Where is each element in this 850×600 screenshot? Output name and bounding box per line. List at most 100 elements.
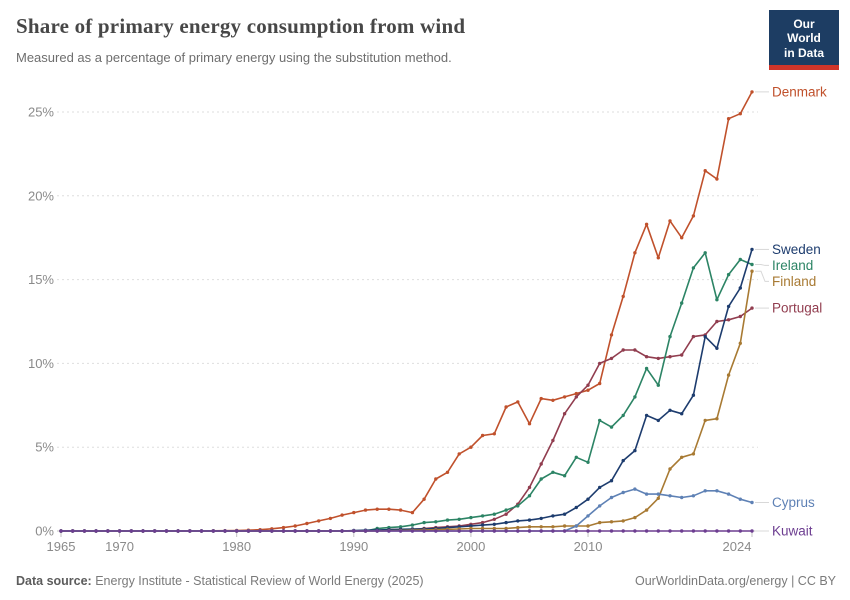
data-point[interactable] [680,353,684,357]
data-point[interactable] [621,294,625,299]
data-point[interactable] [270,529,274,533]
data-point[interactable] [633,395,637,399]
data-point[interactable] [469,526,473,531]
data-point[interactable] [680,455,684,459]
data-point[interactable] [691,452,696,456]
data-point[interactable] [410,529,415,533]
data-point[interactable] [738,341,742,345]
data-point[interactable] [129,529,133,533]
data-point[interactable] [562,529,567,533]
series-label-denmark[interactable]: Denmark [772,84,827,99]
data-point[interactable] [281,525,286,530]
data-point[interactable] [539,516,543,521]
data-point[interactable] [363,529,368,533]
data-point[interactable] [527,518,532,522]
data-point[interactable] [434,477,438,481]
data-point[interactable] [422,529,426,533]
data-point[interactable] [668,529,672,533]
data-point[interactable] [691,494,696,498]
data-point[interactable] [504,405,508,409]
data-point[interactable] [586,460,590,464]
series-label-kuwait[interactable]: Kuwait [772,524,813,539]
data-point[interactable] [668,408,672,412]
data-point[interactable] [609,425,614,429]
data-point[interactable] [633,515,637,520]
data-point[interactable] [738,497,742,501]
data-point[interactable] [715,319,719,324]
data-point[interactable] [375,529,379,533]
data-point[interactable] [375,507,379,511]
data-point[interactable] [750,269,754,273]
data-point[interactable] [750,262,754,267]
data-point[interactable] [480,433,485,438]
data-point[interactable] [738,286,742,290]
data-point[interactable] [480,514,485,518]
data-point[interactable] [691,214,696,218]
data-point[interactable] [598,418,602,423]
data-point[interactable] [317,519,321,523]
data-point[interactable] [551,525,555,529]
series-line-finland[interactable] [61,271,753,532]
data-point[interactable] [82,529,87,533]
data-point[interactable] [644,492,649,496]
data-point[interactable] [434,520,438,524]
data-point[interactable] [598,529,602,533]
data-point[interactable] [726,272,731,277]
data-point[interactable] [516,504,520,508]
data-point[interactable] [691,266,696,270]
data-point[interactable] [586,514,590,518]
data-point[interactable] [176,529,180,533]
data-point[interactable] [188,529,192,533]
data-point[interactable] [562,474,567,478]
data-point[interactable] [726,373,731,377]
data-point[interactable] [609,529,614,533]
data-point[interactable] [516,519,520,523]
data-point[interactable] [164,529,169,533]
data-point[interactable] [469,529,473,533]
data-point[interactable] [633,529,637,533]
data-point[interactable] [668,467,672,471]
data-point[interactable] [609,356,614,361]
data-point[interactable] [258,529,262,533]
data-point[interactable] [668,355,672,359]
data-point[interactable] [469,515,473,520]
data-point[interactable] [586,383,590,387]
data-point[interactable] [328,529,333,533]
data-point[interactable] [293,524,297,528]
data-point[interactable] [480,526,485,531]
data-point[interactable] [71,529,75,533]
data-point[interactable] [246,529,251,533]
data-point[interactable] [750,90,754,94]
data-point[interactable] [574,391,578,396]
data-point[interactable] [726,492,731,496]
data-point[interactable] [317,529,321,533]
data-point[interactable] [621,519,625,523]
data-point[interactable] [703,169,707,173]
data-point[interactable] [293,529,297,533]
data-point[interactable] [562,395,567,399]
data-point[interactable] [691,334,696,339]
data-point[interactable] [551,398,555,402]
data-point[interactable] [574,524,578,528]
data-point[interactable] [117,529,122,533]
data-point[interactable] [539,396,543,401]
data-point[interactable] [527,485,532,490]
data-point[interactable] [387,507,391,511]
data-point[interactable] [644,529,649,533]
data-point[interactable] [457,529,461,533]
data-point[interactable] [527,525,532,529]
data-point[interactable] [668,334,672,339]
data-point[interactable] [492,526,496,531]
data-point[interactable] [551,529,555,533]
data-point[interactable] [656,383,660,387]
data-point[interactable] [644,366,649,371]
data-point[interactable] [480,523,485,527]
data-point[interactable] [691,393,696,397]
data-point[interactable] [281,529,286,533]
data-point[interactable] [633,251,637,255]
data-point[interactable] [211,529,215,533]
series-kuwait[interactable] [59,529,754,533]
data-point[interactable] [305,529,309,533]
data-point[interactable] [738,112,742,116]
data-point[interactable] [504,508,508,512]
